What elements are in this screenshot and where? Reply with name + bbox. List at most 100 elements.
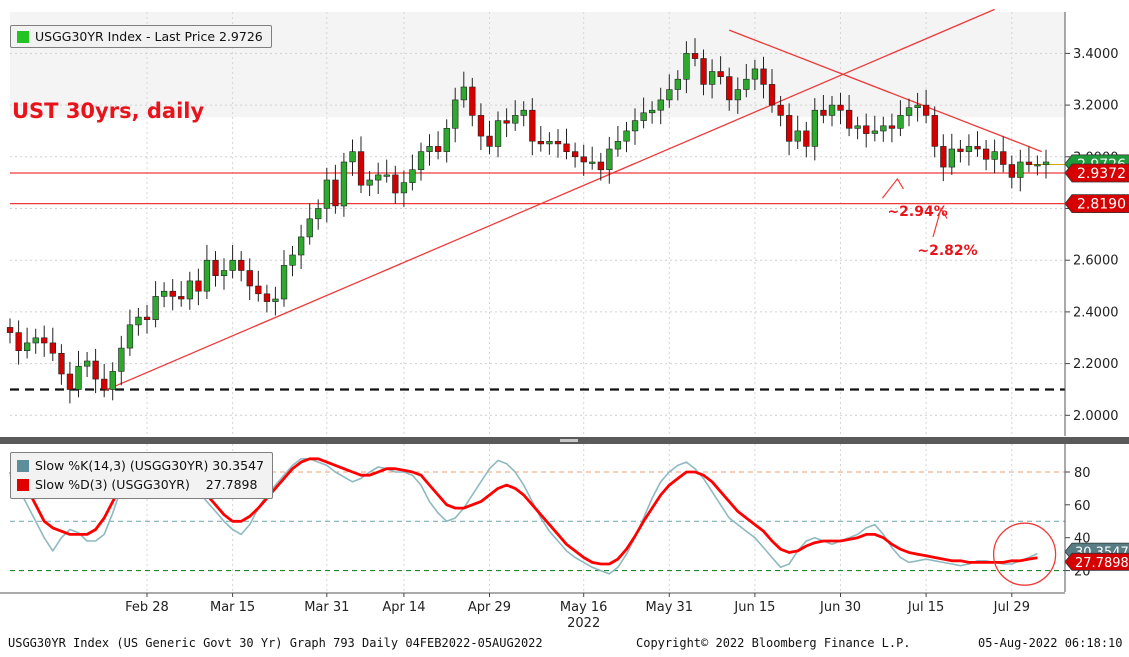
rising-trendline [103,8,995,392]
x-tick-label: Jun 30 [819,600,861,615]
candle-body [1042,161,1050,165]
candle-body [1025,161,1033,165]
candle-body [66,373,74,390]
candle-body [751,68,759,80]
candle-body [794,130,801,142]
candle-body [520,109,527,116]
x-tick-label: Mar 31 [304,600,349,615]
candle-body [152,296,159,320]
candle-body [512,115,519,124]
candle-body [897,115,904,129]
x-tick-label: Jul 29 [993,600,1030,615]
candle-body [631,120,639,132]
candle-body [888,125,896,129]
slow-k-legend-label: Slow %K(14,3) (USGG30YR) 30.3547 [35,458,264,473]
candle-body [417,151,425,171]
candle-body [837,104,844,111]
candle-body [726,76,733,101]
candle-body [1000,151,1007,165]
falling-trendline [728,29,1042,153]
candle-body [640,112,647,121]
stoch-badge-label-2: 27.7898 [1075,556,1129,571]
candle-body [606,148,613,171]
candle-body [768,84,776,106]
candle-body [691,53,699,59]
candle-body [760,68,767,85]
candle-body [126,324,134,349]
footer-timestamp: 05-Aug-2022 06:18:10 [978,636,1123,650]
candle-body [203,259,211,292]
candle-body [92,360,99,380]
price-badge-2 [1064,163,1129,183]
candle-body [383,174,390,177]
candle-body [41,337,48,344]
candle-body [571,151,579,158]
x-tick-label: Feb 28 [125,600,169,615]
candle-body [49,342,56,354]
candle-body [161,290,168,297]
candle-body [118,347,125,372]
candle-body [297,236,305,256]
candle-body [914,104,921,108]
candle-body [392,174,399,194]
annotation-text-1: ~2.94% [887,204,947,220]
price-tick-label: 3.2000 [1073,99,1119,114]
candle-body [1008,164,1015,178]
candle-body [375,174,382,181]
candle-body [366,179,373,186]
candle-body [863,125,870,134]
candle-body [109,371,116,390]
candle-body [785,115,793,142]
candle-body [674,78,681,90]
candle-body [75,365,82,390]
candle-body [683,53,690,80]
candle-body [974,146,981,150]
x-tick-label: Apr 29 [468,600,511,615]
candle-body [623,130,630,142]
candle-body [443,128,450,152]
candle-body [563,143,570,152]
price-tick-label: 3.4000 [1073,47,1119,62]
x-tick-label: Jul 15 [907,600,944,615]
price-tick-label: 2.4000 [1073,305,1119,320]
slow-k-legend-swatch [17,459,29,472]
annotation-arrow-1 [881,177,904,199]
slow-d-legend-swatch [17,478,29,491]
candle-body [280,265,288,300]
candle-body [477,115,485,137]
candle-body [940,146,947,168]
stoch-badge-2 [1064,552,1129,571]
candle-body [357,151,365,186]
candle-body [323,179,330,209]
candle-body [803,130,810,147]
candle-body [811,109,818,147]
x-tick-label: Mar 15 [210,600,255,615]
candle-body [306,218,313,238]
annotation-text-2: ~2.82% [917,243,977,259]
candle-body [494,120,502,147]
candle-body [400,182,408,194]
x-year-label: 2022 [567,616,600,631]
candle-body [845,109,853,129]
candle-body [734,89,741,101]
price-tick-label: 2.6000 [1073,254,1119,269]
candle-body [84,360,91,367]
candle-body [229,259,236,271]
candle-body [931,115,938,147]
candle-body [186,280,193,300]
candle-body [452,99,459,129]
candle-body [15,332,22,352]
footer-copyright: Copyright© 2022 Bloomberg Finance L.P. [636,636,911,650]
candle-body [426,146,433,152]
candle-body [272,298,279,302]
price-legend: USGG30YR Index - Last Price 2.9726 [10,25,272,48]
candle-body [332,179,339,207]
candle-body [948,148,955,168]
candle-body [554,141,562,145]
candle-body [580,156,587,163]
price-badge-label-2: 2.9372 [1077,166,1126,182]
candle-body [409,169,416,183]
candle-body [922,104,930,116]
candle-body [828,104,836,116]
